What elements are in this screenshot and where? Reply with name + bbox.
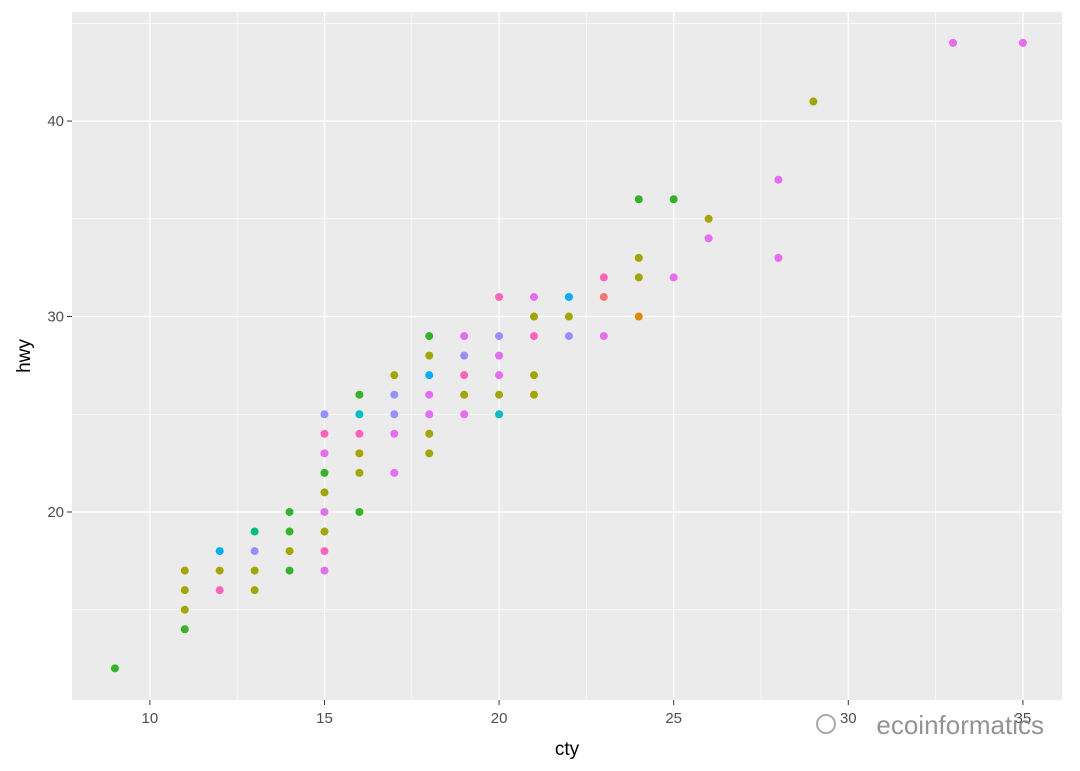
point [390,371,399,380]
point [250,586,259,595]
point [704,234,713,243]
point [1018,38,1027,47]
point [599,292,608,301]
y-tick-label: 40 [47,113,64,130]
point [180,566,189,575]
point [390,429,399,438]
point [460,371,469,380]
point [285,507,294,516]
point [250,527,259,536]
point [215,566,224,575]
point [669,273,678,282]
point [774,253,783,262]
watermark: ecoinformatics [876,710,1044,740]
point [320,507,329,516]
point [425,351,434,360]
point [460,390,469,399]
point [285,547,294,556]
point [425,390,434,399]
y-tick-label: 20 [47,504,64,521]
point [320,449,329,458]
point [530,371,538,380]
point [530,332,538,341]
point [285,566,294,575]
point [564,332,573,341]
point [809,97,818,106]
point [495,371,504,380]
point [390,410,399,419]
point [634,273,643,282]
x-axis-title: cty [555,739,580,760]
point [390,390,399,399]
point [250,547,259,556]
point [320,488,329,497]
point [599,332,608,341]
point [460,332,469,341]
point [425,449,434,458]
point [495,410,504,419]
point [320,547,329,556]
panel [72,12,1062,700]
point [320,566,329,575]
point [460,351,469,360]
point [180,586,189,595]
point [599,273,608,282]
point [530,312,538,321]
point [320,429,329,438]
point [669,195,678,204]
x-tick-label: 35 [1015,710,1032,727]
point [180,625,189,634]
point [634,312,643,321]
point [949,38,958,47]
point [320,410,329,419]
point [285,527,294,536]
x-tick-label: 10 [142,710,159,727]
x-tick-label: 30 [840,710,857,727]
point [320,468,329,477]
point [530,390,538,399]
point [495,351,504,360]
point [495,390,504,399]
point [425,410,434,419]
point [390,468,399,477]
point [425,429,434,438]
x-tick-label: 25 [665,710,682,727]
point [355,449,364,458]
point [634,253,643,262]
point [215,586,224,595]
point [564,292,573,301]
point [634,195,643,204]
point [495,332,504,341]
point [355,410,364,419]
point [704,214,713,223]
point [495,292,504,301]
point [460,410,469,419]
point [355,468,364,477]
point [110,664,119,673]
x-tick-label: 15 [316,710,333,727]
point [425,371,434,380]
point [564,312,573,321]
point [774,175,783,184]
point [355,429,364,438]
y-tick-label: 30 [47,309,64,326]
point [355,507,364,516]
point [180,605,189,614]
point [530,292,538,301]
point [320,527,329,536]
watermark-icon [816,714,836,734]
point [215,547,224,556]
point [250,566,259,575]
point [425,332,434,341]
x-tick-label: 20 [491,710,508,727]
y-axis-title: hwy [14,339,35,373]
point [355,390,364,399]
